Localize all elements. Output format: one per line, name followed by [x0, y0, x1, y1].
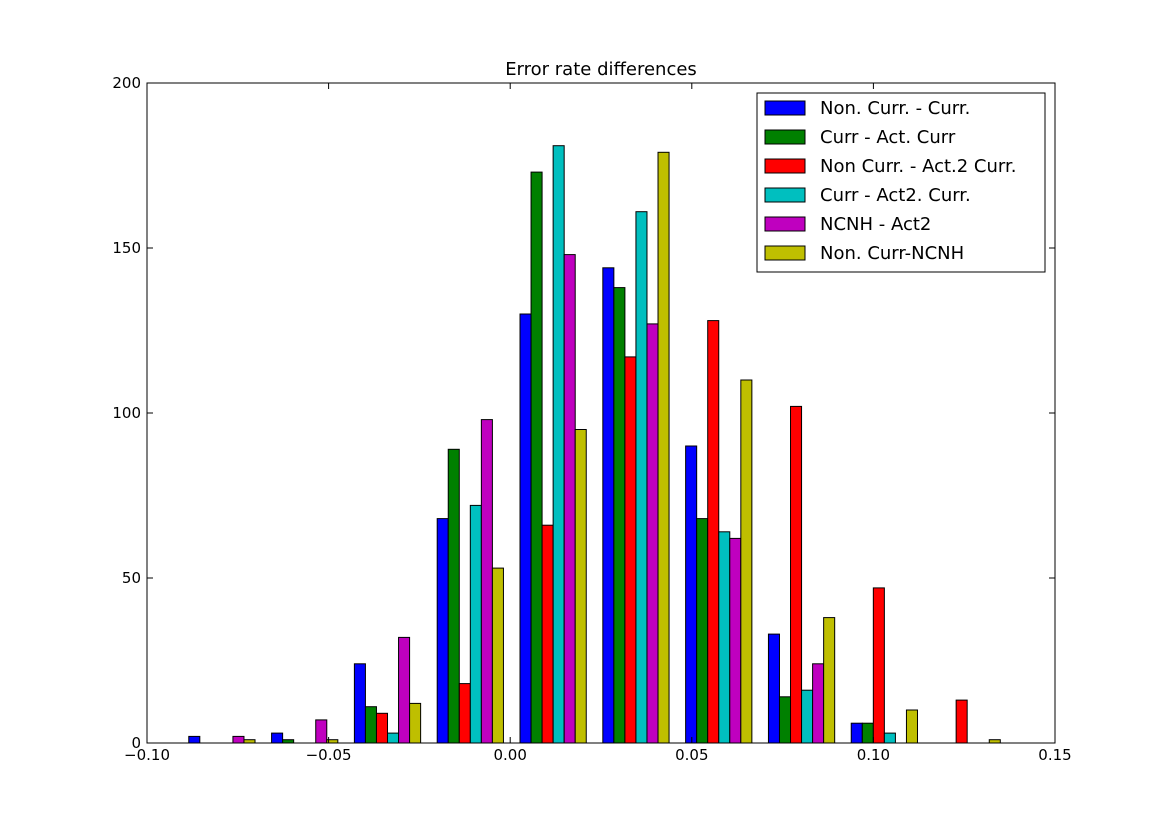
- bar-5-3: [491, 567, 504, 744]
- legend-swatch-0: [764, 100, 806, 116]
- bar-5-5: [657, 151, 670, 744]
- bar-4-0: [232, 735, 245, 744]
- bar-2-2: [375, 712, 389, 744]
- bar-3-5: [635, 211, 648, 744]
- bar-3-2: [387, 732, 400, 744]
- bar-1-8: [861, 722, 874, 744]
- bar-0-5: [602, 267, 615, 744]
- bar-3-8: [883, 732, 896, 744]
- x-tick-label-3: 0.05: [675, 746, 708, 764]
- bar-4-2: [398, 636, 411, 744]
- bar-4-3: [480, 419, 493, 744]
- bar-2-5: [624, 356, 637, 744]
- bar-1-5: [613, 287, 626, 744]
- x-tick-label-5: 0.15: [1038, 746, 1071, 764]
- bar-4-6: [729, 537, 742, 744]
- legend-label-0: Non. Curr. - Curr.: [820, 98, 970, 119]
- legend-swatch-3: [764, 187, 806, 203]
- y-tick-label-1: 50: [122, 569, 141, 587]
- legend-label-2: Non Curr. - Act.2 Curr.: [820, 156, 1016, 177]
- y-tick-label-4: 200: [112, 74, 141, 92]
- bar-1-7: [778, 696, 792, 744]
- bar-5-2: [409, 702, 422, 744]
- bar-0-2: [353, 663, 366, 744]
- legend-label-3: Curr - Act2. Curr.: [820, 185, 971, 206]
- bar-0-3: [436, 518, 449, 744]
- legend-swatch-5: [764, 245, 806, 261]
- x-tick-label-2: 0.00: [493, 746, 526, 764]
- bar-2-9: [955, 699, 968, 744]
- bar-0-1: [271, 732, 284, 744]
- bar-0-7: [767, 633, 780, 744]
- bar-5-7: [823, 617, 836, 744]
- legend-label-4: NCNH - Act2: [820, 214, 931, 235]
- legend-label-5: Non. Curr-NCNH: [820, 243, 964, 264]
- bar-2-7: [790, 405, 803, 744]
- bar-4-7: [812, 663, 825, 744]
- x-tick-label-4: 0.10: [857, 746, 890, 764]
- bar-1-3: [447, 448, 460, 744]
- bar-0-0: [188, 735, 201, 744]
- bar-1-4: [530, 171, 543, 744]
- bar-2-8: [872, 587, 885, 744]
- bar-2-4: [541, 524, 554, 744]
- bar-2-6: [707, 320, 720, 744]
- x-tick-label-1: −0.05: [306, 746, 352, 764]
- legend-swatch-1: [764, 129, 806, 145]
- y-tick-label-0: 0: [131, 734, 141, 752]
- bar-0-8: [850, 722, 863, 744]
- x-tick-label-0: −0.10: [124, 746, 170, 764]
- plot-frame: [146, 82, 1056, 744]
- legend-swatch-4: [764, 216, 806, 232]
- bar-2-3: [458, 683, 471, 744]
- legend: Non. Curr. - Curr. Curr - Act. Curr Non Cu…: [756, 92, 1046, 273]
- y-tick-label-3: 150: [112, 239, 141, 257]
- bar-3-7: [801, 689, 814, 744]
- bar-1-2: [364, 706, 377, 744]
- bar-3-4: [552, 145, 565, 744]
- bar-5-8: [905, 709, 918, 744]
- bar-4-1: [315, 719, 328, 744]
- bar-0-4: [519, 313, 532, 744]
- legend-box: [756, 92, 1046, 273]
- chart-title: Error rate differences: [505, 59, 697, 80]
- bar-5-4: [574, 429, 587, 744]
- bar-3-6: [718, 531, 731, 744]
- legend-swatch-2: [764, 158, 806, 174]
- bar-5-6: [740, 379, 753, 744]
- bar-4-5: [646, 323, 659, 744]
- y-tick-label-2: 100: [112, 404, 141, 422]
- bar-4-4: [563, 254, 576, 744]
- bar-1-6: [696, 518, 709, 744]
- legend-label-1: Curr - Act. Curr: [820, 127, 956, 148]
- bar-0-6: [685, 445, 698, 744]
- bar-3-3: [469, 504, 482, 744]
